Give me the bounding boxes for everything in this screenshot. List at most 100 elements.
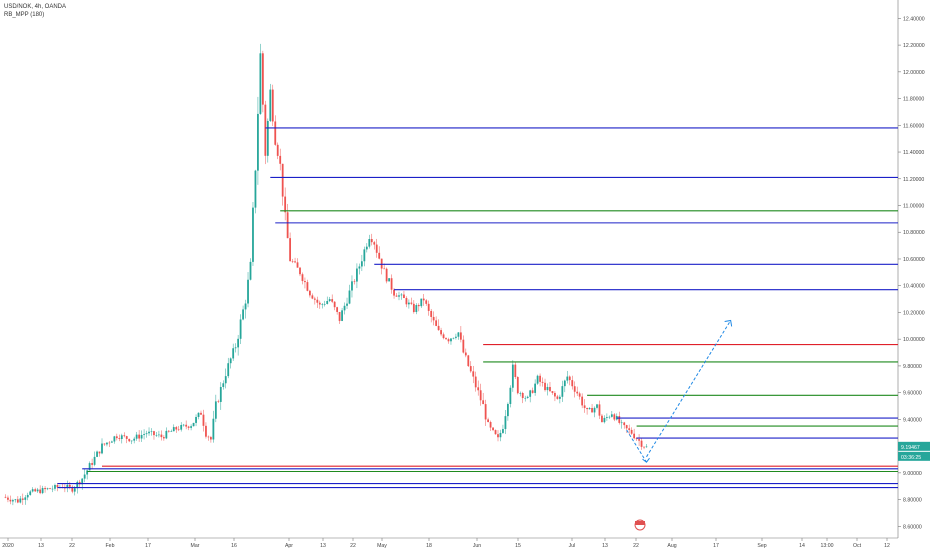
candle-body	[432, 316, 435, 321]
candle-body	[494, 430, 497, 435]
candle-body	[212, 418, 215, 440]
candle-body	[578, 393, 581, 397]
candle-body	[237, 338, 240, 348]
candle-body	[98, 451, 101, 454]
candle-body	[462, 339, 465, 353]
event-flag-icon-stripe	[635, 521, 645, 525]
candle-body	[160, 434, 163, 438]
candle-body	[264, 104, 267, 156]
y-tick-label: 9.60000	[903, 391, 922, 397]
candle-body	[190, 426, 192, 428]
countdown-tag	[898, 451, 930, 461]
chart-legend: USD/NOK, 4h, OANDA RB_MPP (180)	[4, 3, 66, 19]
x-tick-label: 13	[320, 543, 326, 549]
candle-body	[167, 430, 170, 432]
candle-body	[224, 376, 227, 384]
x-tick-label: Aug	[667, 543, 676, 549]
candle-body	[351, 281, 353, 291]
candle-body	[81, 478, 84, 485]
x-tick-label: Jul	[569, 543, 576, 549]
x-tick-label: Jun	[473, 543, 481, 549]
x-tick-label: 17	[713, 543, 719, 549]
candle-body	[143, 434, 145, 435]
candle-body	[363, 249, 366, 262]
candle-body	[115, 436, 118, 439]
candle-body	[435, 320, 438, 326]
candle-body	[596, 404, 598, 408]
candle-body	[276, 144, 279, 156]
candle-body	[49, 488, 51, 490]
candle-body	[210, 437, 212, 440]
candle-body	[507, 403, 509, 417]
x-tick-label: 22	[633, 543, 639, 549]
candle-body	[162, 437, 165, 439]
candle-body	[195, 416, 197, 423]
candle-body	[630, 429, 633, 434]
candle-body	[232, 348, 235, 359]
candle-body	[271, 89, 274, 122]
candle-body	[638, 439, 640, 441]
candle-body	[289, 238, 291, 262]
candle-body	[509, 387, 512, 404]
candle-body	[197, 412, 200, 417]
candle-body	[244, 303, 247, 310]
candle-body	[133, 438, 136, 441]
candle-body	[304, 281, 306, 283]
candle-body	[378, 252, 381, 259]
candle-body	[175, 427, 178, 430]
candle-body	[123, 435, 126, 437]
x-tick-label: 16	[231, 543, 237, 549]
candle-body	[205, 425, 207, 437]
y-tick-label: 12.40000	[903, 16, 925, 22]
candle-body	[526, 396, 529, 398]
candle-body	[625, 425, 628, 429]
y-tick-label: 11.60000	[903, 123, 924, 129]
y-tick-label: 12.20000	[903, 43, 925, 49]
candle-body	[338, 311, 341, 321]
candle-body	[279, 155, 282, 164]
candle-body	[459, 332, 462, 340]
candle-body	[425, 300, 428, 304]
y-tick-label: 10.40000	[903, 284, 925, 290]
candle-body	[415, 305, 418, 313]
candle-body	[450, 338, 452, 342]
candle-body	[31, 489, 34, 492]
candle-body	[598, 404, 601, 416]
candle-body	[328, 299, 331, 301]
candle-body	[385, 268, 388, 282]
x-tick-label: 13:00	[821, 543, 834, 549]
candle-body	[9, 499, 12, 502]
candle-body	[447, 339, 450, 342]
candle-body	[145, 433, 148, 435]
candle-body	[343, 305, 346, 311]
candle-body	[172, 427, 175, 432]
candle-body	[568, 376, 571, 381]
y-tick-label: 9.80000	[903, 364, 922, 370]
candle-body	[484, 404, 487, 420]
candle-body	[125, 436, 128, 439]
candle-body	[41, 488, 44, 494]
candle-body	[39, 489, 42, 494]
projection-up-line	[646, 320, 732, 458]
candle-body	[561, 386, 564, 397]
candle-body	[417, 305, 420, 307]
candle-body	[259, 53, 262, 114]
candle-body	[217, 401, 220, 402]
candle-body	[623, 422, 626, 426]
candle-body	[403, 294, 405, 299]
candle-body	[71, 486, 74, 492]
candle-body	[410, 302, 413, 304]
candle-body	[54, 485, 56, 489]
y-tick-label: 12.00000	[903, 70, 925, 76]
candle-body	[544, 382, 546, 391]
candle-body	[331, 299, 334, 302]
x-tick-label: 14	[799, 543, 805, 549]
candle-body	[606, 417, 608, 418]
x-tick-label: 18	[426, 543, 432, 549]
candle-body	[185, 424, 188, 427]
candle-body	[558, 396, 561, 399]
candle-body	[368, 238, 371, 247]
candle-body	[521, 392, 524, 399]
candle-body	[299, 267, 301, 275]
